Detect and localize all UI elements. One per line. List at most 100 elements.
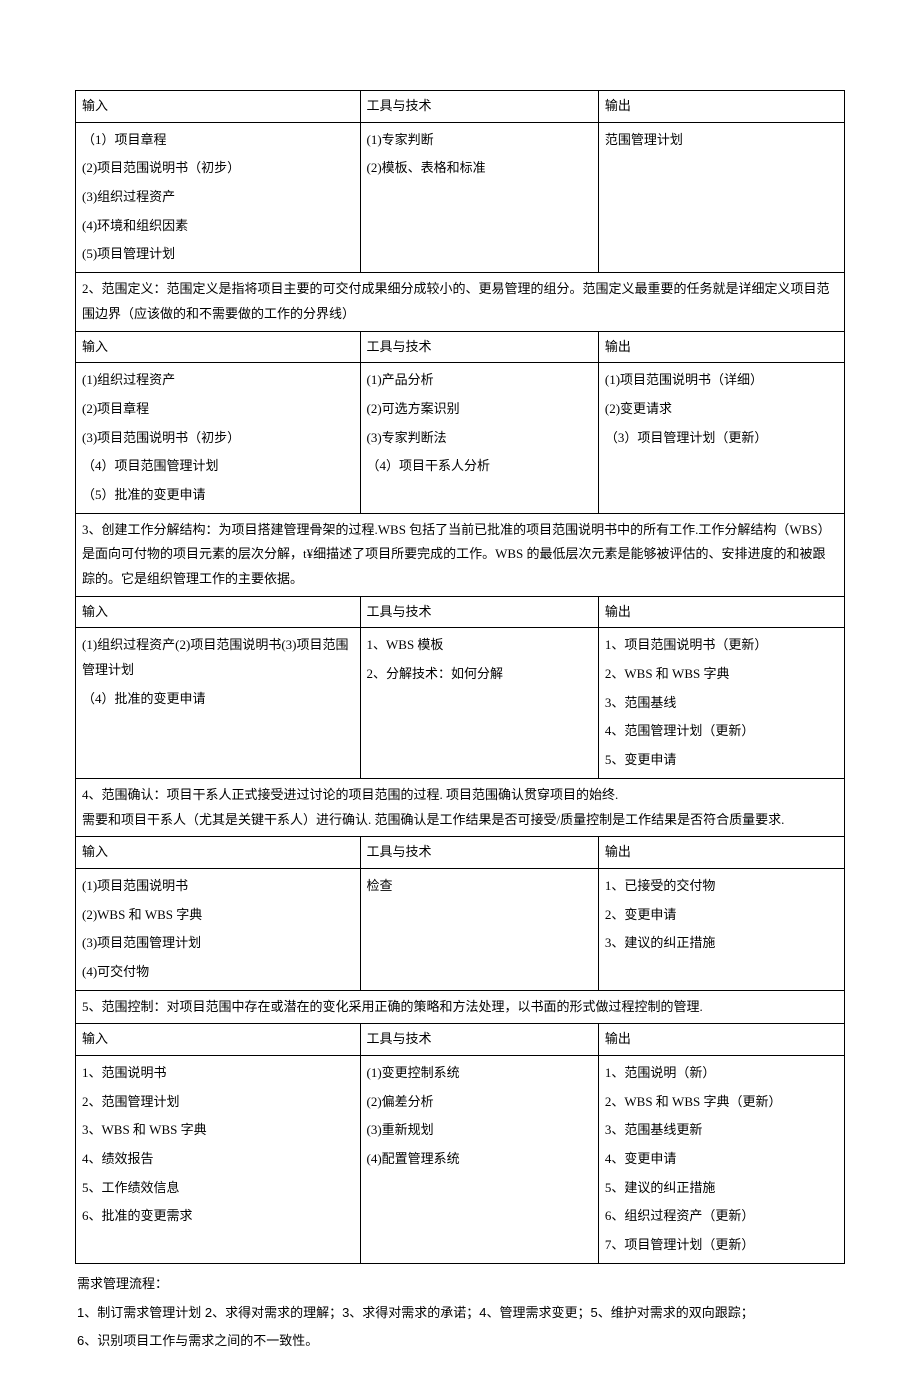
- list-item: (1)组织过程资产(2)项目范围说明书(3)项目范围管理计划: [82, 631, 354, 684]
- table-header-row: 输入 工具与技术 输出: [76, 596, 845, 628]
- list-item: 检查: [367, 872, 592, 901]
- section5-outputs: 1、范围说明（新） 2、WBS 和 WBS 字典（更新） 3、范围基线更新 4、…: [598, 1056, 844, 1264]
- table-header-row: 输入 工具与技术 输出: [76, 331, 845, 363]
- desc4-text: 4、范围确认：项目干系人正式接受进过讨论的项目范围的过程. 项目范围确认贯穿项目…: [76, 778, 845, 836]
- header-input: 输入: [76, 331, 361, 363]
- list-item: (1)产品分析: [367, 366, 592, 395]
- table-header-row: 输入 工具与技术 输出: [76, 1024, 845, 1056]
- header-tools: 工具与技术: [360, 91, 598, 123]
- list-item: 1、已接受的交付物: [605, 872, 838, 901]
- header-input: 输入: [76, 91, 361, 123]
- section4-row: (1)项目范围说明书 (2)WBS 和 WBS 字典 (3)项目范围管理计划 (…: [76, 868, 845, 990]
- desc4-row: 4、范围确认：项目干系人正式接受进过讨论的项目范围的过程. 项目范围确认贯穿项目…: [76, 778, 845, 836]
- list-item: （4）项目范围管理计划: [82, 452, 354, 481]
- header-input: 输入: [76, 1024, 361, 1056]
- document-page: 输入 工具与技术 输出 （1）项目章程 (2)项目范围说明书（初步） (3)组织…: [75, 90, 845, 1354]
- list-item: 2、WBS 和 WBS 字典: [605, 660, 838, 689]
- main-table: 输入 工具与技术 输出 （1）项目章程 (2)项目范围说明书（初步） (3)组织…: [75, 90, 845, 1264]
- section4-outputs: 1、已接受的交付物 2、变更申请 3、建议的纠正措施: [598, 868, 844, 990]
- list-item: 3、建议的纠正措施: [605, 929, 838, 958]
- list-item: (2)偏差分析: [367, 1088, 592, 1117]
- list-item: 4、范围管理计划（更新）: [605, 717, 838, 746]
- section1-inputs: （1）项目章程 (2)项目范围说明书（初步） (3)组织过程资产 (4)环境和组…: [76, 122, 361, 272]
- list-item: (4)可交付物: [82, 958, 354, 987]
- list-item: 5、建议的纠正措施: [605, 1174, 838, 1203]
- list-item: 5、工作绩效信息: [82, 1174, 354, 1203]
- section4-inputs: (1)项目范围说明书 (2)WBS 和 WBS 字典 (3)项目范围管理计划 (…: [76, 868, 361, 990]
- list-item: 5、变更申请: [605, 746, 838, 775]
- list-item: 3、WBS 和 WBS 字典: [82, 1116, 354, 1145]
- list-item: (3)专家判断法: [367, 424, 592, 453]
- section2-tools: (1)产品分析 (2)可选方案识别 (3)专家判断法 （4）项目干系人分析: [360, 363, 598, 513]
- list-item: (5)项目管理计划: [82, 240, 354, 269]
- section4-tools: 检查: [360, 868, 598, 990]
- list-item: （3）项目管理计划（更新）: [605, 424, 838, 453]
- footer-line2: 6、识别项目工作与需求之间的不一致性。: [77, 1329, 843, 1354]
- footer-block: 需求管理流程： 1、制订需求管理计划 2、求得对需求的理解；3、求得对需求的承诺…: [75, 1272, 845, 1354]
- list-item: 6、批准的变更需求: [82, 1202, 354, 1231]
- header-output: 输出: [598, 837, 844, 869]
- header-input: 输入: [76, 596, 361, 628]
- list-item: 7、项目管理计划（更新）: [605, 1231, 838, 1260]
- list-item: 2、变更申请: [605, 901, 838, 930]
- list-item: 2、WBS 和 WBS 字典（更新）: [605, 1088, 838, 1117]
- list-item: (2)项目章程: [82, 395, 354, 424]
- header-output: 输出: [598, 1024, 844, 1056]
- list-item: (2)变更请求: [605, 395, 838, 424]
- section3-inputs: (1)组织过程资产(2)项目范围说明书(3)项目范围管理计划 （4）批准的变更申…: [76, 628, 361, 778]
- desc2-text: 2、范围定义：范围定义是指将项目主要的可交付成果细分成较小的、更易管理的组分。范…: [76, 273, 845, 331]
- list-item: (2)可选方案识别: [367, 395, 592, 424]
- list-item: (2)模板、表格和标准: [367, 154, 592, 183]
- list-item: (1)变更控制系统: [367, 1059, 592, 1088]
- section2-row: (1)组织过程资产 (2)项目章程 (3)项目范围说明书（初步） （4）项目范围…: [76, 363, 845, 513]
- list-item: （5）批准的变更申请: [82, 481, 354, 510]
- list-item: (1)组织过程资产: [82, 366, 354, 395]
- list-item: 3、范围基线更新: [605, 1116, 838, 1145]
- list-item: 1、范围说明书: [82, 1059, 354, 1088]
- desc3-row: 3、创建工作分解结构：为项目搭建管理骨架的过程.WBS 包括了当前已批准的项目范…: [76, 513, 845, 596]
- table-header-row: 输入 工具与技术 输出: [76, 837, 845, 869]
- list-item: 1、WBS 模板: [367, 631, 592, 660]
- table-header-row: 输入 工具与技术 输出: [76, 91, 845, 123]
- list-item: (1)专家判断: [367, 126, 592, 155]
- header-output: 输出: [598, 331, 844, 363]
- header-input: 输入: [76, 837, 361, 869]
- list-item: (1)项目范围说明书（详细）: [605, 366, 838, 395]
- header-tools: 工具与技术: [360, 837, 598, 869]
- list-item: 2、范围管理计划: [82, 1088, 354, 1117]
- desc5-row: 5、范围控制：对项目范围中存在或潜在的变化采用正确的策略和方法处理，以书面的形式…: [76, 990, 845, 1024]
- header-tools: 工具与技术: [360, 1024, 598, 1056]
- list-item: (1)项目范围说明书: [82, 872, 354, 901]
- header-tools: 工具与技术: [360, 331, 598, 363]
- list-item: (4)配置管理系统: [367, 1145, 592, 1174]
- list-item: (3)重新规划: [367, 1116, 592, 1145]
- list-item: 3、范围基线: [605, 689, 838, 718]
- section2-outputs: (1)项目范围说明书（详细） (2)变更请求 （3）项目管理计划（更新）: [598, 363, 844, 513]
- list-item: (2)项目范围说明书（初步）: [82, 154, 354, 183]
- section5-inputs: 1、范围说明书 2、范围管理计划 3、WBS 和 WBS 字典 4、绩效报告 5…: [76, 1056, 361, 1264]
- list-item: 4、绩效报告: [82, 1145, 354, 1174]
- footer-line1: 1、制订需求管理计划 2、求得对需求的理解；3、求得对需求的承诺；4、管理需求变…: [77, 1301, 843, 1326]
- list-item: 6、组织过程资产（更新）: [605, 1202, 838, 1231]
- section2-inputs: (1)组织过程资产 (2)项目章程 (3)项目范围说明书（初步） （4）项目范围…: [76, 363, 361, 513]
- list-item: 2、分解技术：如何分解: [367, 660, 592, 689]
- list-item: (4)环境和组织因素: [82, 212, 354, 241]
- section1-outputs: 范围管理计划: [598, 122, 844, 272]
- section1-tools: (1)专家判断 (2)模板、表格和标准: [360, 122, 598, 272]
- desc5-text: 5、范围控制：对项目范围中存在或潜在的变化采用正确的策略和方法处理，以书面的形式…: [76, 990, 845, 1024]
- list-item: 范围管理计划: [605, 126, 838, 155]
- section5-row: 1、范围说明书 2、范围管理计划 3、WBS 和 WBS 字典 4、绩效报告 5…: [76, 1056, 845, 1264]
- list-item: (2)WBS 和 WBS 字典: [82, 901, 354, 930]
- list-item: （4）项目干系人分析: [367, 452, 592, 481]
- list-item: (3)项目范围说明书（初步）: [82, 424, 354, 453]
- footer-title: 需求管理流程：: [77, 1272, 843, 1297]
- header-tools: 工具与技术: [360, 596, 598, 628]
- section3-outputs: 1、项目范围说明书（更新） 2、WBS 和 WBS 字典 3、范围基线 4、范围…: [598, 628, 844, 778]
- section3-row: (1)组织过程资产(2)项目范围说明书(3)项目范围管理计划 （4）批准的变更申…: [76, 628, 845, 778]
- header-output: 输出: [598, 91, 844, 123]
- list-item: 1、项目范围说明书（更新）: [605, 631, 838, 660]
- list-item: 1、范围说明（新）: [605, 1059, 838, 1088]
- section1-row: （1）项目章程 (2)项目范围说明书（初步） (3)组织过程资产 (4)环境和组…: [76, 122, 845, 272]
- list-item: (3)项目范围管理计划: [82, 929, 354, 958]
- section5-tools: (1)变更控制系统 (2)偏差分析 (3)重新规划 (4)配置管理系统: [360, 1056, 598, 1264]
